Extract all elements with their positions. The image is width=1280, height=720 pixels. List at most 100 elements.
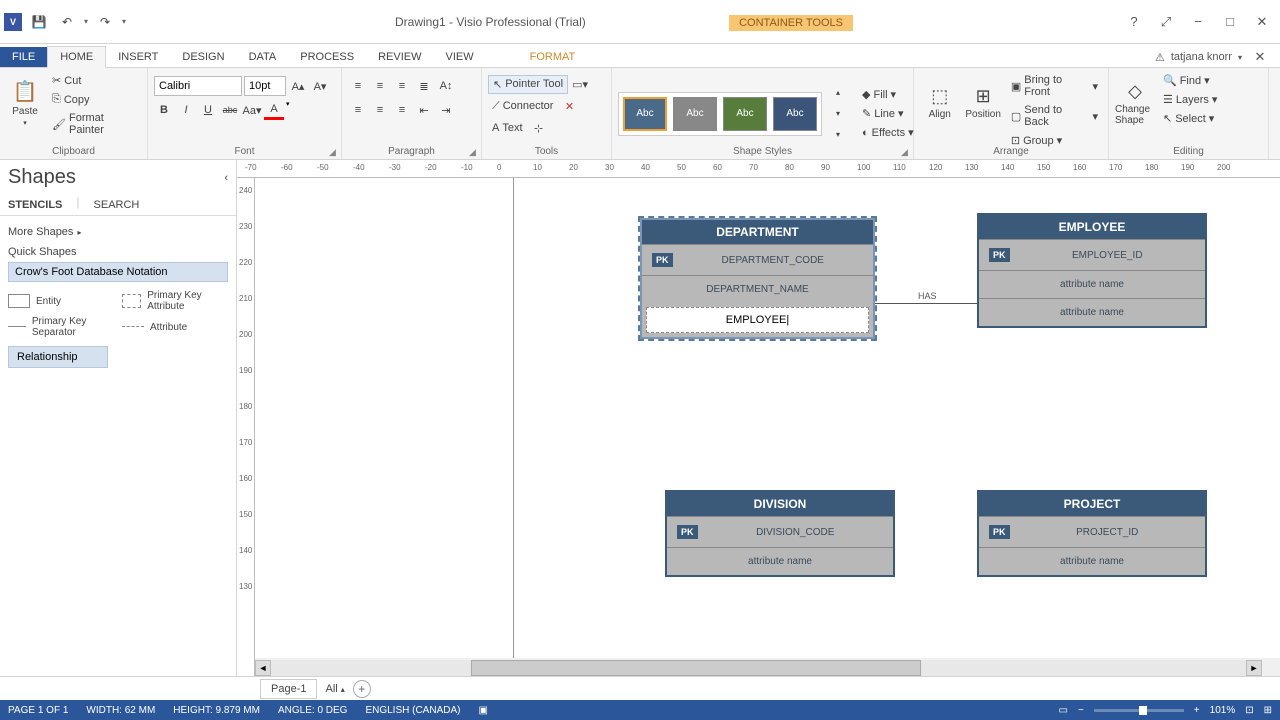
entity-edit-field[interactable]: EMPLOYEE| [646, 307, 869, 333]
canvas[interactable]: DEPARTMENT PK DEPARTMENT_CODE DEPARTMENT… [255, 178, 1280, 658]
zoom-slider[interactable] [1094, 709, 1184, 712]
copy-button[interactable]: ⎘Copy [48, 91, 141, 108]
fill-button[interactable]: ◆Fill▾ [858, 86, 918, 103]
close-button[interactable]: ✕ [1250, 12, 1274, 32]
page-tab-1[interactable]: Page-1 [260, 679, 317, 699]
styles-more-button[interactable]: ▾ [828, 125, 848, 145]
effects-button[interactable]: ◐Effects▾ [858, 124, 918, 141]
text-tool-button[interactable]: AText [488, 120, 527, 136]
change-shape-button[interactable]: ◇Change Shape [1115, 72, 1155, 134]
tab-format[interactable]: FORMAT [518, 47, 588, 67]
style-swatch-1[interactable]: Abc [623, 97, 667, 131]
tab-view[interactable]: VIEW [433, 47, 485, 67]
align-left-button[interactable]: ≡ [348, 100, 368, 120]
connector-tool-button[interactable]: ⟋Connector [488, 98, 557, 115]
minimize-button[interactable]: − [1186, 12, 1210, 32]
select-button[interactable]: ↖Select▾ [1159, 110, 1221, 127]
more-shapes-link[interactable]: More Shapes▸ [8, 222, 228, 242]
italic-button[interactable]: I [176, 100, 196, 120]
user-name[interactable]: tatjana knorr [1171, 51, 1232, 63]
pointer-tool-button[interactable]: ↖Pointer Tool [488, 75, 568, 94]
doc-close-button[interactable]: ✕ [1248, 47, 1272, 67]
bullets-button[interactable]: ≣ [414, 76, 434, 96]
styles-down-button[interactable]: ▾ [828, 104, 848, 124]
bring-front-button[interactable]: ▣Bring to Front▾ [1007, 72, 1102, 100]
style-swatch-2[interactable]: Abc [673, 97, 717, 131]
align-center-button[interactable]: ≡ [370, 100, 390, 120]
entity-department[interactable]: DEPARTMENT PK DEPARTMENT_CODE DEPARTMENT… [640, 218, 875, 339]
redo-button[interactable]: ↷ [94, 11, 116, 33]
tab-data[interactable]: DATA [237, 47, 289, 67]
align-right-button[interactable]: ≡ [392, 100, 412, 120]
font-color-button[interactable]: A [264, 100, 284, 120]
stencil-pk-attr[interactable]: Primary Key Attribute [122, 290, 228, 312]
ribbon-collapse-button[interactable]: ⤢ [1154, 12, 1178, 32]
connect-point-button[interactable]: ⊹ [529, 118, 549, 138]
bold-button[interactable]: B [154, 100, 174, 120]
paste-button[interactable]: 📋 Paste ▾ [6, 72, 44, 134]
horizontal-scrollbar[interactable]: ◄ ► [255, 660, 1262, 676]
format-painter-button[interactable]: 🖌Format Painter [48, 110, 141, 138]
tab-design[interactable]: DESIGN [170, 47, 236, 67]
search-tab[interactable]: SEARCH [94, 195, 140, 215]
styles-up-button[interactable]: ▴ [828, 83, 848, 103]
indent-right-button[interactable]: ⇥ [436, 100, 456, 120]
tab-file[interactable]: FILE [0, 47, 47, 67]
entity-division[interactable]: DIVISION PK DIVISION_CODE attribute name [665, 490, 895, 577]
entity-employee[interactable]: EMPLOYEE PK EMPLOYEE_ID attribute name a… [977, 213, 1207, 328]
shapes-collapse-button[interactable]: ‹ [224, 172, 228, 184]
paragraph-dialog-launcher[interactable]: ◢ [469, 147, 479, 157]
tab-insert[interactable]: INSERT [106, 47, 170, 67]
close-x-button[interactable]: ✕ [559, 96, 579, 116]
layers-button[interactable]: ☰Layers▾ [1159, 91, 1221, 108]
save-button[interactable]: 💾 [28, 11, 50, 33]
page-tab-all[interactable]: All ▴ [325, 683, 344, 695]
indent-left-button[interactable]: ⇤ [414, 100, 434, 120]
font-name-select[interactable] [154, 76, 242, 96]
tab-review[interactable]: REVIEW [366, 47, 433, 67]
tab-home[interactable]: HOME [47, 46, 106, 68]
style-swatch-4[interactable]: Abc [773, 97, 817, 131]
font-size-select[interactable] [244, 76, 286, 96]
pan-zoom-button[interactable]: ⊞ [1264, 705, 1272, 716]
position-button[interactable]: ⊞Position [963, 72, 1002, 134]
grow-font-button[interactable]: A▴ [288, 76, 308, 96]
status-lang[interactable]: ENGLISH (CANADA) [365, 705, 460, 716]
undo-button[interactable]: ↶ [56, 11, 78, 33]
style-swatch-3[interactable]: Abc [723, 97, 767, 131]
scroll-right-button[interactable]: ► [1246, 660, 1262, 676]
macro-record-icon[interactable]: ▣ [478, 705, 487, 716]
relation-line[interactable] [875, 303, 977, 304]
shrink-font-button[interactable]: A▾ [310, 76, 330, 96]
align-top-button[interactable]: ≡ [348, 76, 368, 96]
active-stencil[interactable]: Crow's Foot Database Notation [8, 262, 228, 282]
underline-button[interactable]: U [198, 100, 218, 120]
maximize-button[interactable]: □ [1218, 12, 1242, 32]
help-button[interactable]: ? [1122, 12, 1146, 32]
scroll-track[interactable] [271, 660, 1246, 676]
stencil-entity[interactable]: Entity [8, 290, 114, 312]
zoom-out-button[interactable]: − [1078, 705, 1084, 716]
stencils-tab[interactable]: STENCILS [8, 195, 62, 215]
undo-dropdown[interactable]: ▾ [84, 17, 88, 26]
entity-project[interactable]: PROJECT PK PROJECT_ID attribute name [977, 490, 1207, 577]
cut-button[interactable]: ✂Cut [48, 72, 141, 89]
line-button[interactable]: ✎Line▾ [858, 105, 918, 122]
align-button[interactable]: ⬚Align [920, 72, 959, 134]
add-page-button[interactable]: + [353, 680, 371, 698]
strike-button[interactable]: abc [220, 100, 240, 120]
quick-shapes-link[interactable]: Quick Shapes [8, 242, 228, 262]
send-back-button[interactable]: ▢Send to Back▾ [1007, 102, 1102, 130]
zoom-level[interactable]: 101% [1210, 705, 1236, 716]
align-middle-button[interactable]: ≡ [370, 76, 390, 96]
stencil-relationship[interactable]: Relationship [8, 346, 108, 368]
fit-page-button[interactable]: ⊡ [1245, 705, 1253, 716]
rect-tool-button[interactable]: ▭▾ [570, 74, 590, 94]
case-button[interactable]: Aa▾ [242, 100, 262, 120]
scroll-left-button[interactable]: ◄ [255, 660, 271, 676]
shape-styles-dialog-launcher[interactable]: ◢ [901, 147, 911, 157]
font-dialog-launcher[interactable]: ◢ [329, 147, 339, 157]
stencil-pk-sep[interactable]: Primary Key Separator [8, 316, 114, 338]
align-bottom-button[interactable]: ≡ [392, 76, 412, 96]
text-direction-button[interactable]: A↕ [436, 76, 456, 96]
